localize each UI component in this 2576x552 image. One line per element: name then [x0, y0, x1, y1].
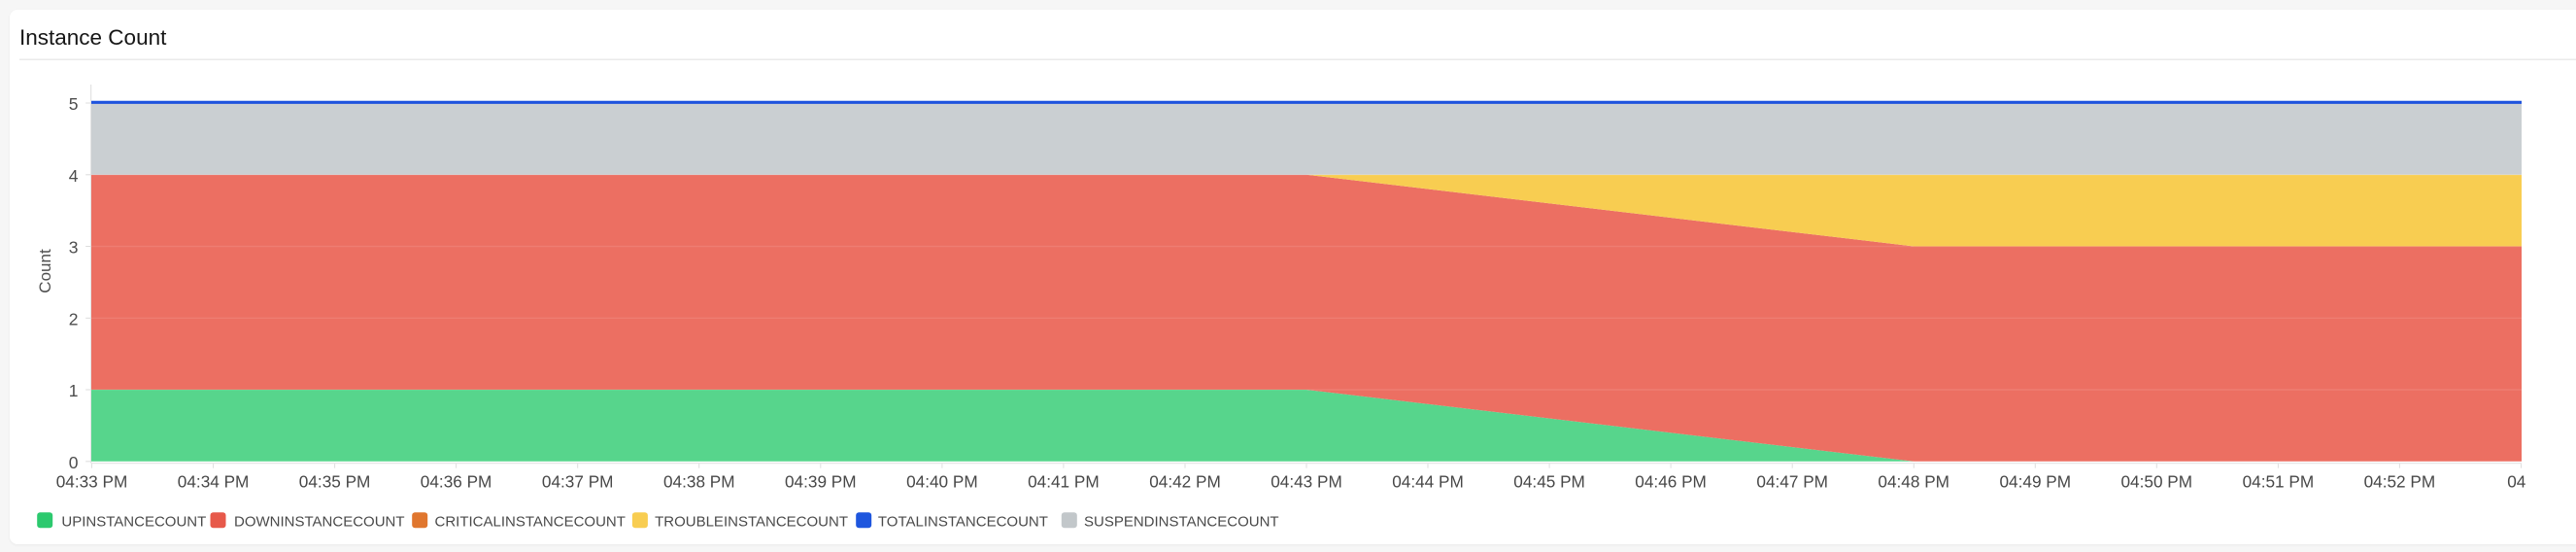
svg-text:DOWNINSTANCECOUNT: DOWNINSTANCECOUNT [234, 514, 405, 531]
svg-text:4: 4 [69, 166, 79, 186]
svg-text:04:38 PM: 04:38 PM [663, 472, 735, 492]
svg-text:04:40 PM: 04:40 PM [906, 472, 978, 492]
svg-text:04:34 PM: 04:34 PM [178, 472, 250, 492]
svg-text:04:35 PM: 04:35 PM [299, 472, 371, 492]
svg-text:04:42 PM: 04:42 PM [1149, 472, 1221, 492]
svg-text:TROUBLEINSTANCECOUNT: TROUBLEINSTANCECOUNT [655, 514, 848, 531]
svg-text:1: 1 [69, 381, 79, 400]
svg-text:UPINSTANCECOUNT: UPINSTANCECOUNT [61, 514, 206, 531]
svg-text:0: 0 [69, 453, 79, 472]
svg-text:2: 2 [69, 309, 79, 328]
svg-text:04:51 PM: 04:51 PM [2243, 472, 2315, 492]
svg-text:04: 04 [2507, 472, 2526, 492]
svg-text:04:52 PM: 04:52 PM [2364, 472, 2436, 492]
svg-text:04:45 PM: 04:45 PM [1513, 472, 1585, 492]
svg-text:3: 3 [69, 238, 79, 258]
svg-text:04:41 PM: 04:41 PM [1028, 472, 1100, 492]
svg-text:TOTALINSTANCECOUNT: TOTALINSTANCECOUNT [878, 514, 1048, 531]
svg-text:04:36 PM: 04:36 PM [421, 472, 492, 492]
svg-text:04:50 PM: 04:50 PM [2121, 472, 2193, 492]
svg-text:04:39 PM: 04:39 PM [785, 472, 857, 492]
svg-text:04:46 PM: 04:46 PM [1635, 472, 1707, 492]
svg-text:Count: Count [36, 249, 54, 293]
svg-text:SUSPENDINSTANCECOUNT: SUSPENDINSTANCECOUNT [1084, 514, 1279, 531]
svg-text:04:49 PM: 04:49 PM [2000, 472, 2072, 492]
svg-text:04:37 PM: 04:37 PM [542, 472, 614, 492]
svg-text:CRITICALINSTANCECOUNT: CRITICALINSTANCECOUNT [435, 514, 626, 531]
svg-text:04:33 PM: 04:33 PM [56, 472, 128, 492]
svg-text:04:43 PM: 04:43 PM [1271, 472, 1342, 492]
svg-text:Instance Count: Instance Count [19, 25, 167, 50]
svg-text:04:48 PM: 04:48 PM [1878, 472, 1949, 492]
svg-text:04:47 PM: 04:47 PM [1756, 472, 1828, 492]
svg-text:04:44 PM: 04:44 PM [1392, 472, 1464, 492]
svg-text:5: 5 [69, 94, 79, 114]
